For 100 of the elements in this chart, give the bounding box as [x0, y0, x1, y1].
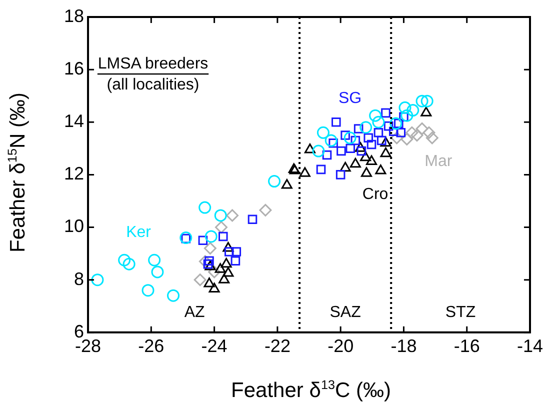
y-tick-label: 10 [64, 216, 84, 236]
point [198, 236, 208, 246]
point [376, 136, 386, 146]
point [356, 146, 366, 156]
point [360, 121, 372, 134]
point [420, 94, 434, 108]
point [336, 146, 346, 156]
point [259, 204, 272, 216]
point [372, 116, 385, 128]
point [381, 108, 390, 118]
point [388, 126, 398, 136]
point [248, 214, 258, 224]
point [218, 232, 228, 242]
point [222, 242, 234, 252]
point [410, 129, 424, 142]
point [420, 106, 432, 116]
point [222, 267, 234, 277]
point [214, 221, 228, 234]
point [268, 175, 281, 188]
point [204, 256, 214, 266]
point [340, 162, 351, 172]
annotation: AZ [184, 304, 205, 321]
y-tick-label: 14 [64, 111, 84, 132]
point [394, 118, 404, 128]
annotation: STZ [445, 304, 476, 321]
point [422, 126, 436, 139]
x-axis-title: Feather δ$^{13}$C (‰) [230, 378, 392, 403]
series-label: Ker [126, 224, 152, 241]
point [426, 132, 438, 144]
x-tick-label: -16 [454, 336, 480, 356]
point [148, 254, 161, 266]
point [224, 247, 234, 256]
point [316, 164, 326, 174]
series-label: SG [338, 90, 362, 107]
point [398, 101, 412, 114]
point [399, 112, 408, 122]
point [281, 178, 292, 189]
point [406, 104, 420, 117]
point [198, 201, 212, 214]
point [380, 147, 392, 158]
x-tick-label: -14 [516, 336, 544, 356]
point [369, 109, 382, 122]
point [203, 259, 213, 269]
x-tick-label: -22 [264, 336, 290, 356]
point [364, 133, 373, 143]
point [350, 158, 361, 168]
point [204, 242, 216, 255]
point [214, 209, 227, 222]
point [400, 109, 414, 122]
point [416, 94, 428, 108]
point [336, 170, 346, 180]
x-tick-label: -26 [138, 336, 164, 356]
y-tick-label: 8 [74, 268, 84, 289]
point [118, 254, 131, 266]
y-tick-label: 12 [64, 164, 84, 184]
x-tick-label: -18 [390, 336, 417, 356]
point [299, 167, 310, 177]
point [390, 132, 404, 144]
point [390, 117, 402, 130]
point [316, 126, 330, 139]
point [208, 266, 221, 278]
point [204, 278, 215, 288]
point [122, 258, 136, 270]
point [194, 274, 206, 286]
point [230, 256, 240, 266]
point [220, 258, 232, 268]
point [350, 136, 360, 146]
point [91, 274, 104, 286]
point [204, 230, 218, 243]
point [375, 164, 386, 174]
point [354, 124, 364, 134]
point [332, 117, 341, 127]
point [366, 140, 376, 150]
point [232, 247, 242, 256]
point [214, 263, 226, 273]
point [406, 126, 418, 139]
x-tick-label: -24 [201, 336, 228, 356]
point [304, 143, 316, 154]
point [360, 151, 372, 162]
point [380, 136, 392, 147]
point [366, 155, 378, 166]
annotation: LMSA breeders [98, 55, 208, 72]
y-tick-label: 18 [64, 6, 84, 26]
point [400, 132, 414, 146]
point [344, 132, 356, 144]
point [142, 284, 154, 297]
y-tick-label: 16 [64, 58, 84, 79]
series-label: Mar [424, 152, 453, 170]
point [312, 144, 325, 158]
point [374, 128, 384, 138]
point [198, 255, 212, 268]
point [360, 167, 372, 177]
annotation: (all localities) [106, 76, 200, 94]
point [226, 209, 239, 222]
point [322, 150, 332, 160]
point [416, 122, 428, 135]
series-label: Cro [362, 186, 388, 203]
point [151, 266, 164, 278]
point [208, 282, 220, 293]
point [204, 260, 216, 270]
